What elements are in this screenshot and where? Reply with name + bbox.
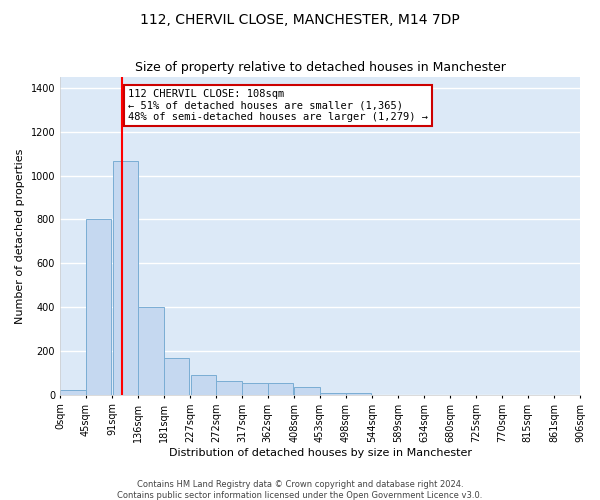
Y-axis label: Number of detached properties: Number of detached properties bbox=[15, 148, 25, 324]
Bar bbox=[139, 307, 164, 395]
X-axis label: Distribution of detached houses by size in Manchester: Distribution of detached houses by size … bbox=[169, 448, 472, 458]
Bar bbox=[61, 390, 86, 395]
Text: 112 CHERVIL CLOSE: 108sqm
← 51% of detached houses are smaller (1,365)
48% of se: 112 CHERVIL CLOSE: 108sqm ← 51% of detac… bbox=[128, 89, 428, 122]
Text: Contains HM Land Registry data © Crown copyright and database right 2024.
Contai: Contains HM Land Registry data © Crown c… bbox=[118, 480, 482, 500]
Text: 112, CHERVIL CLOSE, MANCHESTER, M14 7DP: 112, CHERVIL CLOSE, MANCHESTER, M14 7DP bbox=[140, 12, 460, 26]
Bar bbox=[191, 375, 216, 395]
Bar bbox=[86, 220, 112, 395]
Bar bbox=[346, 392, 371, 395]
Bar bbox=[242, 383, 268, 395]
Bar bbox=[217, 380, 242, 395]
Bar bbox=[268, 383, 293, 395]
Bar bbox=[295, 387, 320, 395]
Title: Size of property relative to detached houses in Manchester: Size of property relative to detached ho… bbox=[134, 62, 505, 74]
Bar bbox=[164, 358, 190, 395]
Bar bbox=[113, 162, 138, 395]
Bar bbox=[320, 392, 346, 395]
